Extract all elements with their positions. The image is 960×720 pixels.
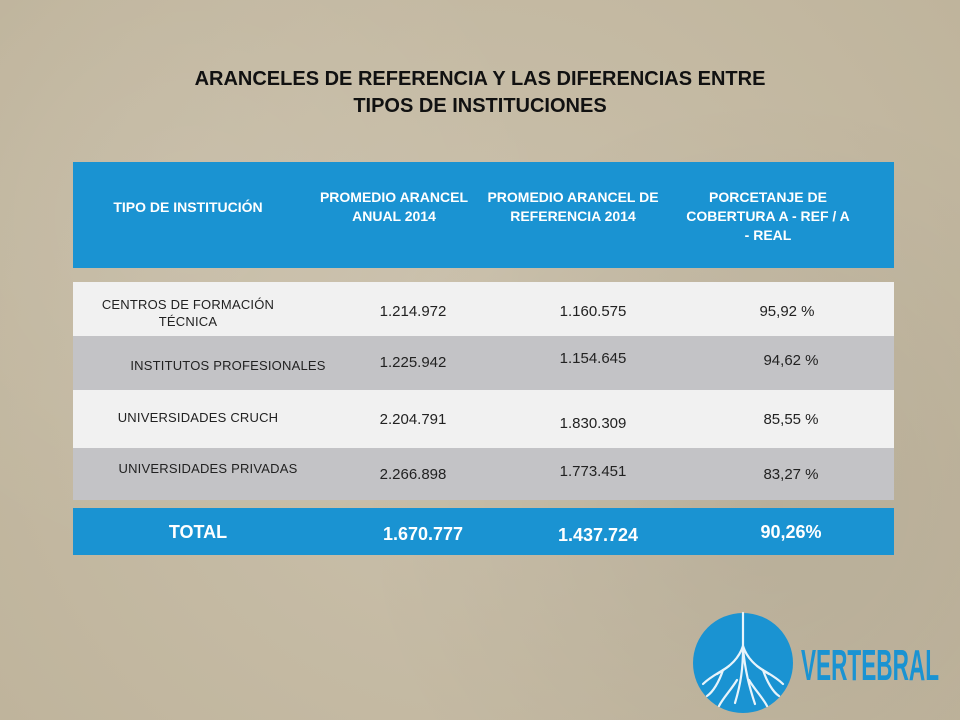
header-arancel-referencia: PROMEDIO ARANCEL DE REFERENCIA 2014 <box>487 189 659 224</box>
tree-roots-icon <box>693 611 793 713</box>
row-institution-name: CENTROS DE FORMACIÓN TÉCNICA <box>101 297 275 329</box>
table-header: TIPO DE INSTITUCIÓN PROMEDIO ARANCEL ANU… <box>73 162 894 268</box>
total-arancel-referencia: 1.437.724 <box>557 525 639 545</box>
total-cobertura: 90,26% <box>760 522 822 542</box>
table-row: CENTROS DE FORMACIÓN TÉCNICA 1.214.972 1… <box>73 282 894 336</box>
table-row: UNIVERSIDADES CRUCH 2.204.791 1.830.309 … <box>73 390 894 448</box>
row-cobertura: 85,55 % <box>763 411 819 428</box>
vertebral-logo: VERTEBRAL <box>693 611 939 713</box>
row-arancel-anual: 2.266.898 <box>379 466 447 483</box>
row-institution-name: UNIVERSIDADES PRIVADAS <box>118 461 298 476</box>
total-label: TOTAL <box>168 522 228 542</box>
row-arancel-referencia: 1.160.575 <box>559 303 627 320</box>
title-line-1: ARANCELES DE REFERENCIA Y LAS DIFERENCIA… <box>194 68 766 90</box>
header-tipo: TIPO DE INSTITUCIÓN <box>113 199 263 215</box>
page-title: ARANCELES DE REFERENCIA Y LAS DIFERENCIA… <box>0 66 960 120</box>
row-cobertura: 95,92 % <box>759 303 815 320</box>
header-arancel-anual: PROMEDIO ARANCEL ANUAL 2014 <box>319 189 469 224</box>
row-arancel-anual: 1.214.972 <box>379 303 447 320</box>
row-arancel-referencia: 1.773.451 <box>559 463 627 480</box>
title-line-2: TIPOS DE INSTITUCIONES <box>353 95 607 117</box>
row-cobertura: 83,27 % <box>763 466 819 483</box>
row-arancel-anual: 1.225.942 <box>379 354 447 371</box>
total-arancel-anual: 1.670.777 <box>382 524 464 544</box>
table-row: UNIVERSIDADES PRIVADAS 2.266.898 1.773.4… <box>73 448 894 500</box>
row-institution-name: UNIVERSIDADES CRUCH <box>117 410 279 425</box>
header-cobertura: PORCETANJE DE COBERTURA A - REF / A - RE… <box>686 189 850 243</box>
row-cobertura: 94,62 % <box>763 352 819 369</box>
table-total-row: TOTAL 1.670.777 1.437.724 90,26% <box>73 508 894 555</box>
row-arancel-anual: 2.204.791 <box>379 411 447 428</box>
row-institution-name: INSTITUTOS PROFESIONALES <box>130 358 326 373</box>
row-arancel-referencia: 1.154.645 <box>559 350 627 367</box>
logo-text: VERTEBRAL <box>801 641 939 690</box>
row-arancel-referencia: 1.830.309 <box>559 415 627 432</box>
table-row: INSTITUTOS PROFESIONALES 1.225.942 1.154… <box>73 336 894 390</box>
